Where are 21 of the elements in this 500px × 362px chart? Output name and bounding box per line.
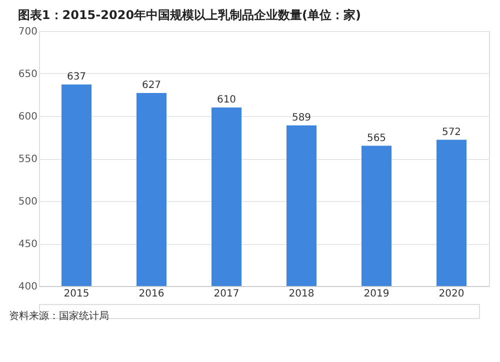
data-label: 627: [142, 80, 162, 92]
text: 资料来源：国家统计局: [9, 310, 109, 322]
y-tick-label: 700: [18, 26, 38, 38]
x-tick-label: 2015: [64, 288, 90, 300]
x-tick-label: 2018: [288, 288, 314, 300]
data-label: 572: [442, 126, 462, 138]
x-tick-label: 2017: [214, 288, 240, 300]
data-label: 589: [292, 112, 312, 124]
data-label: 565: [366, 132, 386, 144]
y-tick-label: 550: [18, 154, 38, 165]
y-tick-label: 450: [18, 239, 38, 250]
x-tick-label: 2020: [438, 288, 464, 300]
data-label: 637: [66, 72, 86, 83]
chart-title: 图表1：2015-2020年中国规模以上乳制品企业数量(单位：家): [18, 8, 362, 22]
y-tick-label: 500: [18, 196, 38, 208]
y-tick-label: 400: [18, 282, 38, 292]
data-label: 610: [216, 94, 236, 106]
x-tick-label: 2019: [364, 288, 390, 300]
y-tick-label: 600: [18, 112, 38, 122]
y-tick-label: 650: [18, 69, 38, 80]
x-tick-label: 2016: [138, 288, 164, 300]
